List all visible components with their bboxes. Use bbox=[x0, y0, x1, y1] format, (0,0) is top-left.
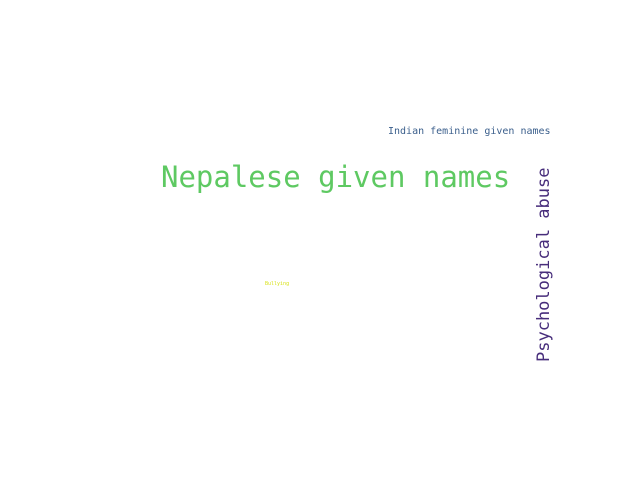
word-nepalese-given-names: Nepalese given names bbox=[161, 160, 511, 194]
word-bullying: Bullying bbox=[265, 281, 290, 287]
word-psychological-abuse: Psychological abuse bbox=[534, 167, 554, 362]
word-indian-feminine-given-names: Indian feminine given names bbox=[388, 126, 551, 137]
